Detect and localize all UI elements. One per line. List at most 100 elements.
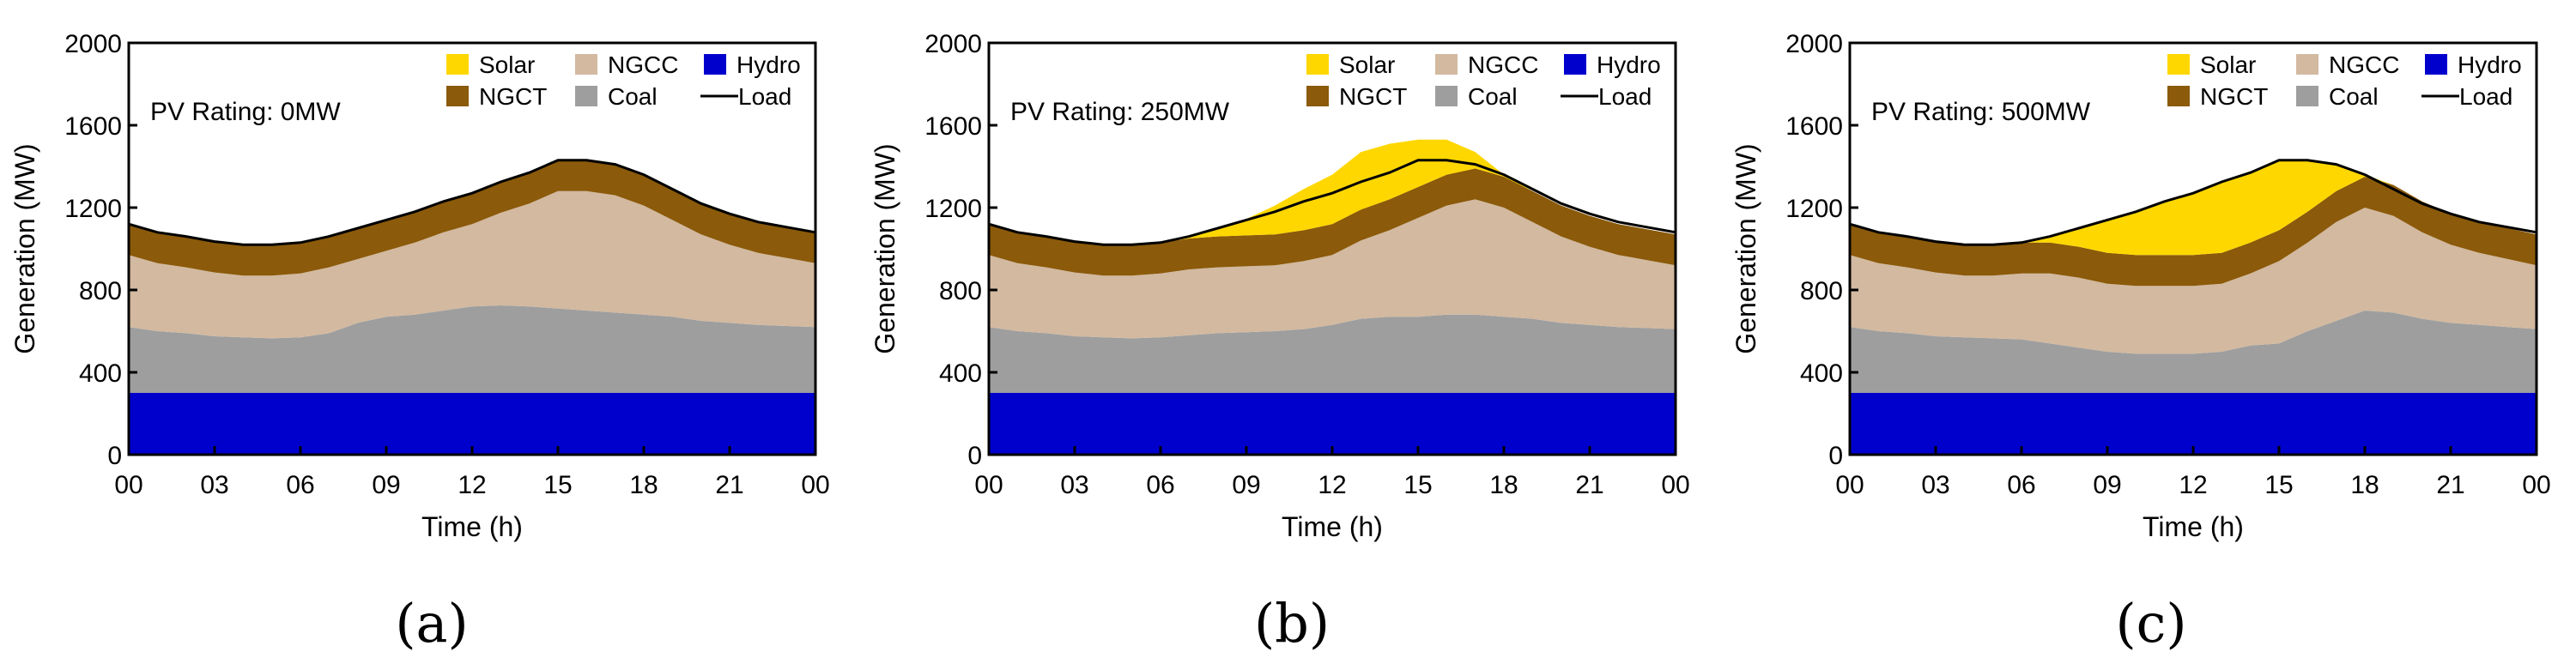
legend-swatch-coal xyxy=(2296,86,2318,106)
chart-panel-2: 00 03 06 09 12 15 18 21 000400800120016002000Tim… xyxy=(870,30,1690,542)
legend-label: NGCC xyxy=(2329,51,2399,78)
caption-c: (c) xyxy=(2115,592,2187,655)
area-ngcc xyxy=(129,190,815,339)
legend-label: Coal xyxy=(608,83,658,110)
x-tick-label: 00 xyxy=(1661,471,1689,499)
load-line xyxy=(128,159,816,246)
legend-swatch-hydro xyxy=(2425,54,2447,75)
caption-b: (b) xyxy=(1253,592,1330,655)
legend-swatch-ngct xyxy=(1306,86,1329,106)
legend-swatch-ngcc xyxy=(1435,54,1458,75)
pv-rating-annotation: PV Rating: 250MW xyxy=(1010,98,1230,126)
x-tick-label: 21 xyxy=(715,471,743,499)
x-tick-label: 12 xyxy=(2179,471,2207,499)
area-ngcc xyxy=(989,199,1676,339)
x-tick-label: 00 xyxy=(114,471,142,499)
x-tick-label: 18 xyxy=(2350,471,2379,499)
x-tick-label: 15 xyxy=(543,471,572,499)
pv-rating-annotation: PV Rating: 0MW xyxy=(150,98,341,126)
x-tick-label: 06 xyxy=(286,471,314,499)
x-tick-label: 00 xyxy=(2522,471,2550,499)
y-tick-label: 800 xyxy=(939,277,982,305)
x-axis-label: Time (h) xyxy=(421,511,523,542)
caption-a: (a) xyxy=(395,592,469,655)
x-axis-label: Time (h) xyxy=(2143,511,2244,542)
legend-label: Coal xyxy=(2329,83,2379,110)
x-tick-label: 12 xyxy=(1318,471,1346,499)
y-tick-label: 1600 xyxy=(64,112,122,141)
y-tick-label: 800 xyxy=(1800,277,1843,305)
x-tick-label: 18 xyxy=(629,471,658,499)
y-tick-label: 1600 xyxy=(1785,112,1843,141)
x-tick-label: 03 xyxy=(1921,471,1949,499)
x-tick-label: 06 xyxy=(1146,471,1174,499)
legend-swatch-ngcc xyxy=(575,54,597,75)
legend-swatch-coal xyxy=(1435,86,1458,106)
y-tick-label: 800 xyxy=(79,277,122,305)
y-tick-label: 1200 xyxy=(1785,195,1843,223)
legend-swatch-coal xyxy=(575,86,597,106)
y-axis-label: Generation (MW) xyxy=(1730,143,1761,353)
legend-swatch-ngcc xyxy=(2296,54,2318,75)
area-hydro xyxy=(989,393,1676,455)
legend-label: Load xyxy=(2459,83,2512,110)
y-axis-label: Generation (MW) xyxy=(870,143,900,353)
x-tick-label: 15 xyxy=(1403,471,1432,499)
x-tick-label: 09 xyxy=(372,471,400,499)
legend-label: NGCT xyxy=(2200,83,2268,110)
legend-label: Solar xyxy=(2200,51,2256,78)
y-tick-label: 1200 xyxy=(924,195,982,223)
x-tick-label: 15 xyxy=(2264,471,2293,499)
y-tick-label: 400 xyxy=(79,359,122,388)
legend-label: Hydro xyxy=(1597,51,1661,78)
legend-swatch-hydro xyxy=(704,54,726,75)
legend-swatch-solar xyxy=(446,54,469,75)
y-tick-label: 2000 xyxy=(924,30,982,58)
legend-swatch-solar xyxy=(1306,54,1329,75)
y-tick-label: 400 xyxy=(1800,359,1843,388)
chart-panel-3: 00 03 06 09 12 15 18 21 000400800120016002000Tim… xyxy=(1730,30,2551,542)
area-ngct xyxy=(989,168,1676,276)
y-tick-label: 1600 xyxy=(924,112,982,141)
legend-label: Hydro xyxy=(2458,51,2522,78)
load-line xyxy=(1849,159,2537,246)
x-axis-label: Time (h) xyxy=(1282,511,1383,542)
x-tick-label: 00 xyxy=(1835,471,1864,499)
legend-label: Load xyxy=(738,83,791,110)
chart-panel-1: 00 03 06 09 12 15 18 21 000400800120016002000Tim… xyxy=(9,30,830,542)
legend-label: Solar xyxy=(1339,51,1395,78)
area-hydro xyxy=(1850,393,2537,455)
area-ngct xyxy=(129,160,815,276)
area-ngct xyxy=(1850,177,2537,287)
y-tick-label: 2000 xyxy=(64,30,122,58)
legend-swatch-ngct xyxy=(2167,86,2190,106)
area-coal xyxy=(129,305,815,393)
legend-label: Coal xyxy=(1468,83,1518,110)
legend-label: NGCT xyxy=(1339,83,1407,110)
area-solar xyxy=(1850,160,2537,256)
legend-swatch-hydro xyxy=(1564,54,1586,75)
area-coal xyxy=(989,314,1676,393)
y-tick-label: 1200 xyxy=(64,195,122,223)
x-tick-label: 09 xyxy=(2093,471,2121,499)
x-tick-label: 18 xyxy=(1489,471,1518,499)
y-tick-label: 0 xyxy=(1828,442,1843,470)
legend-label: Load xyxy=(1598,83,1652,110)
x-tick-label: 06 xyxy=(2007,471,2035,499)
legend-label: NGCC xyxy=(608,51,678,78)
y-tick-label: 0 xyxy=(107,442,122,470)
y-tick-label: 2000 xyxy=(1785,30,1843,58)
area-hydro xyxy=(129,393,815,455)
y-axis-label: Generation (MW) xyxy=(9,143,40,353)
x-tick-label: 03 xyxy=(1060,471,1088,499)
x-tick-label: 03 xyxy=(200,471,228,499)
legend-label: NGCC xyxy=(1468,51,1538,78)
load-line xyxy=(988,159,1676,246)
x-tick-label: 00 xyxy=(974,471,1003,499)
legend-swatch-solar xyxy=(2167,54,2190,75)
x-tick-label: 00 xyxy=(801,471,829,499)
legend-swatch-ngct xyxy=(446,86,469,106)
area-ngcc xyxy=(1850,208,2537,354)
area-coal xyxy=(1850,311,2537,393)
